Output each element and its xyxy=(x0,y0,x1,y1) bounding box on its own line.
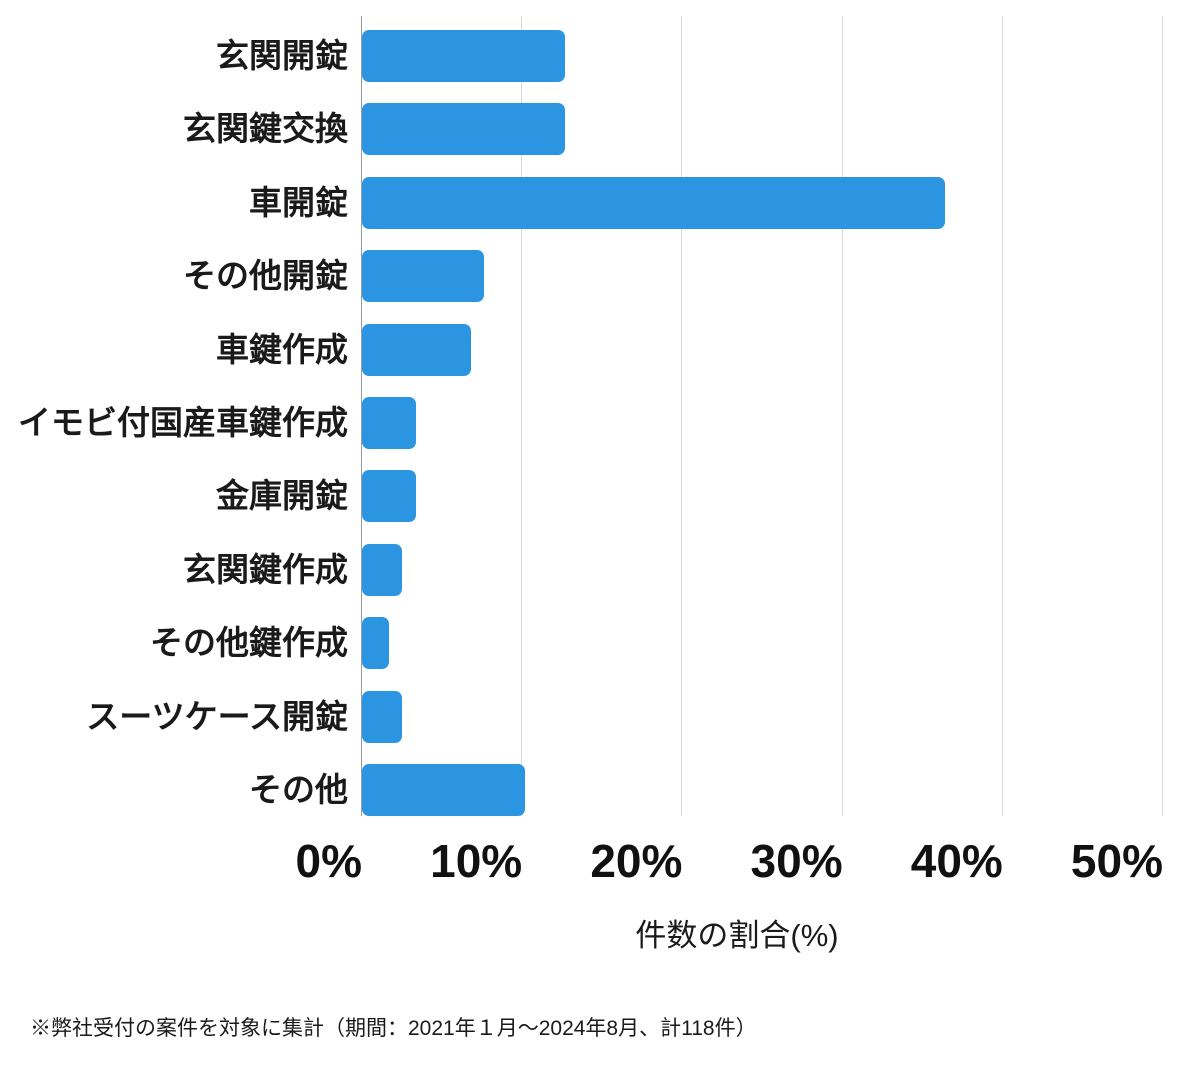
chart-bar xyxy=(362,470,417,523)
chart-bar xyxy=(362,764,526,816)
category-label: その他鍵作成 xyxy=(150,624,348,662)
chart-bar xyxy=(362,103,566,156)
x-tick-label: 40% xyxy=(910,835,1003,887)
plot-area xyxy=(361,16,1163,816)
gridline xyxy=(521,16,523,816)
x-tick-label: 20% xyxy=(590,835,683,887)
gridline xyxy=(681,16,683,816)
x-tick-label: 0% xyxy=(295,835,362,887)
chart-bar xyxy=(362,30,566,82)
chart-bar xyxy=(362,250,484,303)
chart-bar xyxy=(362,617,390,670)
category-label: 金庫開錠 xyxy=(216,477,348,515)
gridline xyxy=(1162,16,1163,816)
category-label: その他開錠 xyxy=(183,257,348,295)
x-tick-label: 50% xyxy=(1070,835,1163,887)
chart-bar xyxy=(362,690,403,743)
category-label: 車開錠 xyxy=(249,183,348,221)
category-label: その他 xyxy=(249,771,348,808)
x-axis-label: 件数の割合(%) xyxy=(635,918,839,953)
chart-bar xyxy=(362,397,417,449)
chart-bar xyxy=(362,176,946,229)
x-tick-label: 10% xyxy=(430,835,523,887)
gridline xyxy=(1001,16,1003,816)
y-axis-line xyxy=(361,16,362,816)
category-label: 玄関鍵作成 xyxy=(183,550,348,588)
category-label: 玄関開錠 xyxy=(216,37,348,74)
category-label: 玄関鍵交換 xyxy=(183,110,348,148)
chart-bar xyxy=(362,323,471,376)
category-label: 車鍵作成 xyxy=(216,330,348,368)
chart-bar xyxy=(362,543,403,596)
chart-footnote: ※弊社受付の案件を対象に集計（期間：2021年１月～2024年8月、計118件） xyxy=(30,1017,757,1040)
category-label: イモビ付国産車鍵作成 xyxy=(18,404,348,441)
category-label: スーツケース開錠 xyxy=(86,697,348,735)
gridline xyxy=(841,16,843,816)
x-tick-label: 30% xyxy=(750,835,843,887)
